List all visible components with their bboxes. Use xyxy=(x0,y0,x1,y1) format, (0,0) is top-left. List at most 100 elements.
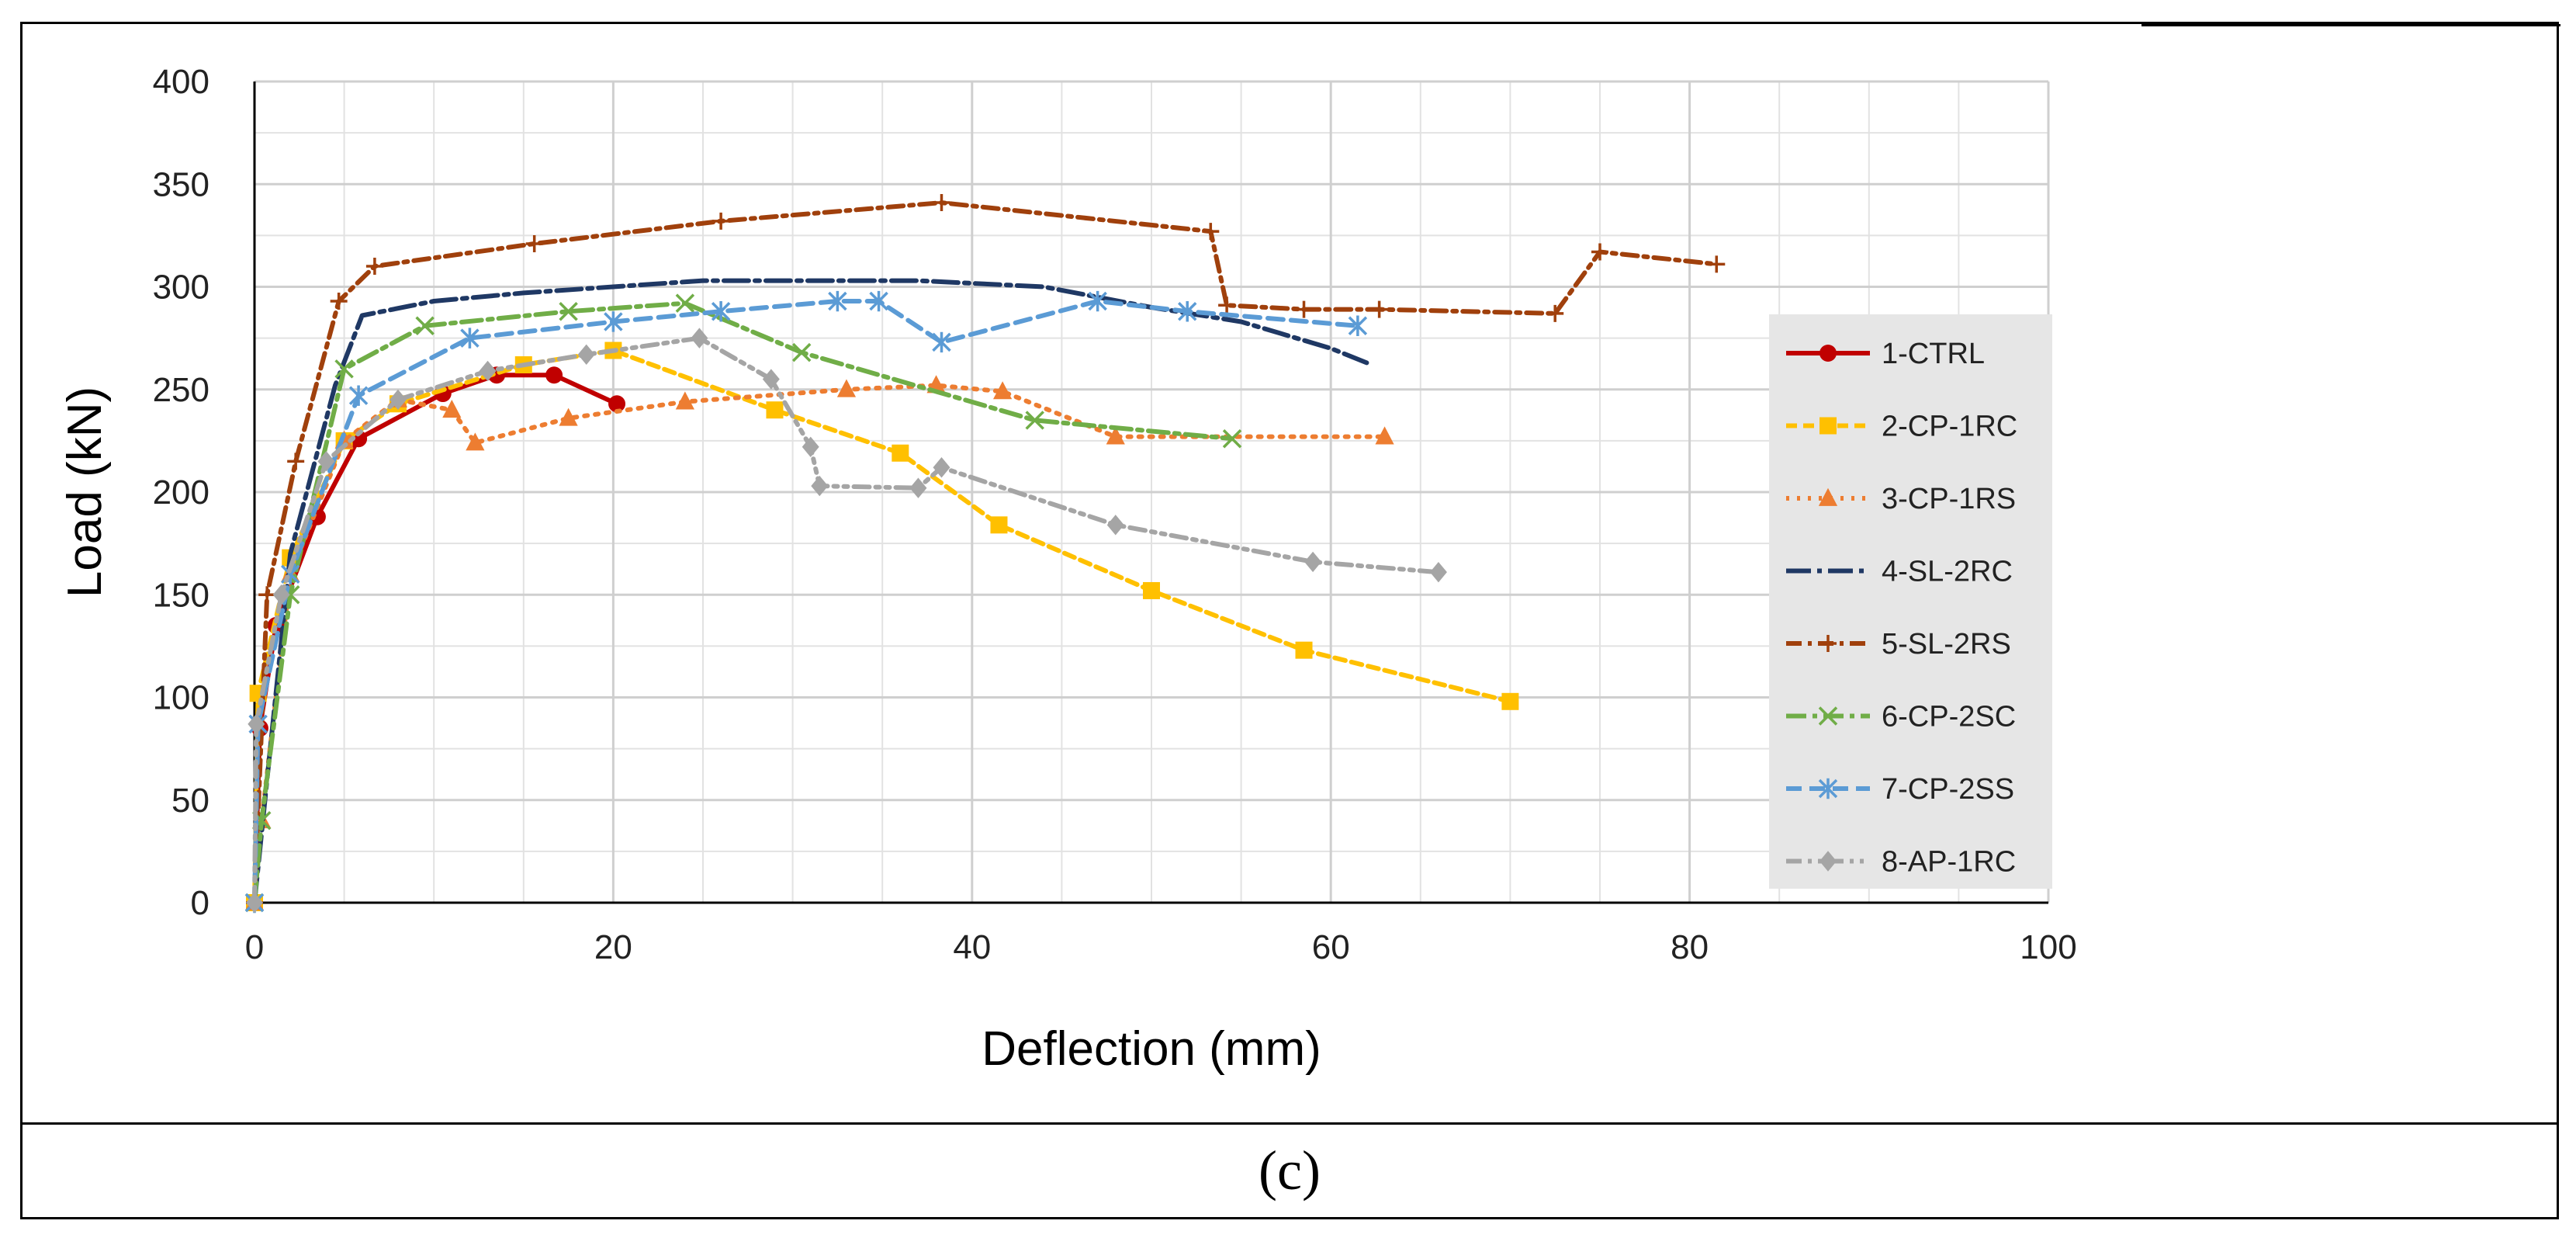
chart-legend: 1-CTRL 2-CP-1RC 3-CP-1RS 4-SL-2RC 5-SL-2RS 6-… xyxy=(1769,314,2052,889)
data-point xyxy=(933,194,950,212)
data-point xyxy=(1295,641,1313,659)
series-line xyxy=(252,335,1441,905)
y-tick-label: 150 xyxy=(153,576,209,614)
data-point xyxy=(1818,706,1838,726)
figure-caption: (c) xyxy=(1259,1139,1321,1202)
series-5-sl-2rs xyxy=(246,194,1726,911)
y-tick-label: 250 xyxy=(153,371,209,409)
y-tick-label: 300 xyxy=(153,269,209,307)
data-point xyxy=(1818,487,1838,506)
data-point xyxy=(559,407,578,426)
data-point xyxy=(287,453,305,470)
data-point xyxy=(577,344,595,365)
data-point xyxy=(892,444,909,462)
data-point xyxy=(389,389,407,411)
data-point xyxy=(608,395,626,413)
x-tick-label: 100 xyxy=(2020,928,2076,966)
y-tick-label: 350 xyxy=(153,165,209,203)
data-point xyxy=(365,258,383,276)
data-point xyxy=(1348,315,1368,336)
data-point xyxy=(1178,301,1197,322)
series-line xyxy=(252,278,1369,905)
data-point xyxy=(675,391,694,410)
data-point xyxy=(348,385,369,406)
series-6-cp-2sc xyxy=(244,293,1242,913)
data-point xyxy=(604,311,623,332)
chart-tick-labels: 0 20 40 60 80 100 0 50 100 150 200 250 300 350 400 xyxy=(153,63,2077,966)
series-3-cp-1rs xyxy=(244,375,1394,910)
legend-label: 8-AP-1RC xyxy=(1882,846,2016,879)
data-point xyxy=(1222,428,1242,449)
y-tick-label: 200 xyxy=(153,473,209,511)
data-point xyxy=(248,713,265,735)
series-line xyxy=(252,300,1234,905)
data-point xyxy=(1819,851,1837,872)
y-tick-label: 400 xyxy=(153,63,209,101)
x-tick-label: 60 xyxy=(1312,928,1350,966)
data-point xyxy=(1819,345,1837,362)
data-point xyxy=(711,301,731,322)
data-point xyxy=(545,366,563,384)
data-point xyxy=(1025,411,1044,430)
figure-frame xyxy=(20,22,2559,1219)
data-point xyxy=(1501,692,1519,710)
data-point xyxy=(802,436,819,458)
data-point xyxy=(766,401,784,419)
data-point xyxy=(993,381,1013,400)
series-line xyxy=(252,200,1719,905)
legend-label: 2-CP-1RC xyxy=(1882,411,2017,443)
data-point xyxy=(828,290,847,312)
data-point xyxy=(1546,304,1564,322)
series-line xyxy=(252,373,619,905)
data-point xyxy=(272,584,290,605)
legend-box xyxy=(1769,314,2052,889)
legend-label: 4-SL-2RC xyxy=(1882,556,2013,588)
data-point xyxy=(836,379,857,397)
series-1-ctrl xyxy=(246,366,626,911)
x-tick-label: 80 xyxy=(1671,928,1709,966)
data-point xyxy=(691,328,708,349)
data-point xyxy=(1143,581,1160,599)
legend-label: 5-SL-2RS xyxy=(1882,628,2011,661)
legend-label: 3-CP-1RS xyxy=(1882,483,2016,515)
data-point xyxy=(1429,561,1447,583)
data-point xyxy=(246,892,263,914)
data-point xyxy=(1202,223,1220,241)
data-point xyxy=(1106,426,1125,445)
series-line xyxy=(252,383,1387,905)
data-point xyxy=(1295,300,1313,318)
data-point xyxy=(479,360,497,382)
x-tick-label: 40 xyxy=(953,928,991,966)
caption-divider xyxy=(20,1122,2559,1125)
y-tick-label: 50 xyxy=(171,782,209,820)
data-point xyxy=(1591,243,1608,261)
data-point xyxy=(460,328,480,349)
legend-item: 3-CP-1RS xyxy=(1786,483,2016,515)
data-point xyxy=(1375,426,1394,445)
y-tick-label: 0 xyxy=(191,884,209,922)
legend-item: 8-AP-1RC xyxy=(1786,846,2016,879)
y-tick-label: 100 xyxy=(153,679,209,717)
data-point xyxy=(1708,255,1726,273)
data-point xyxy=(933,457,950,478)
data-point xyxy=(932,331,951,353)
x-tick-label: 20 xyxy=(594,928,632,966)
legend-label: 1-CTRL xyxy=(1882,338,1985,370)
data-point xyxy=(258,586,276,604)
legend-item: 6-CP-2SC xyxy=(1786,701,2016,733)
legend-item: 5-SL-2RS xyxy=(1786,628,2011,661)
data-point xyxy=(990,516,1008,534)
data-point xyxy=(675,293,695,313)
data-point xyxy=(1304,551,1322,573)
legend-label: 6-CP-2SC xyxy=(1882,701,2016,733)
data-point xyxy=(334,359,354,379)
series-7-cp-2ss xyxy=(244,290,1368,914)
data-point xyxy=(525,234,543,252)
data-point xyxy=(559,302,578,321)
data-point xyxy=(1370,300,1388,318)
data-point xyxy=(317,451,335,472)
data-point xyxy=(811,475,829,497)
data-point xyxy=(1088,290,1107,312)
chart-series xyxy=(244,194,1726,914)
